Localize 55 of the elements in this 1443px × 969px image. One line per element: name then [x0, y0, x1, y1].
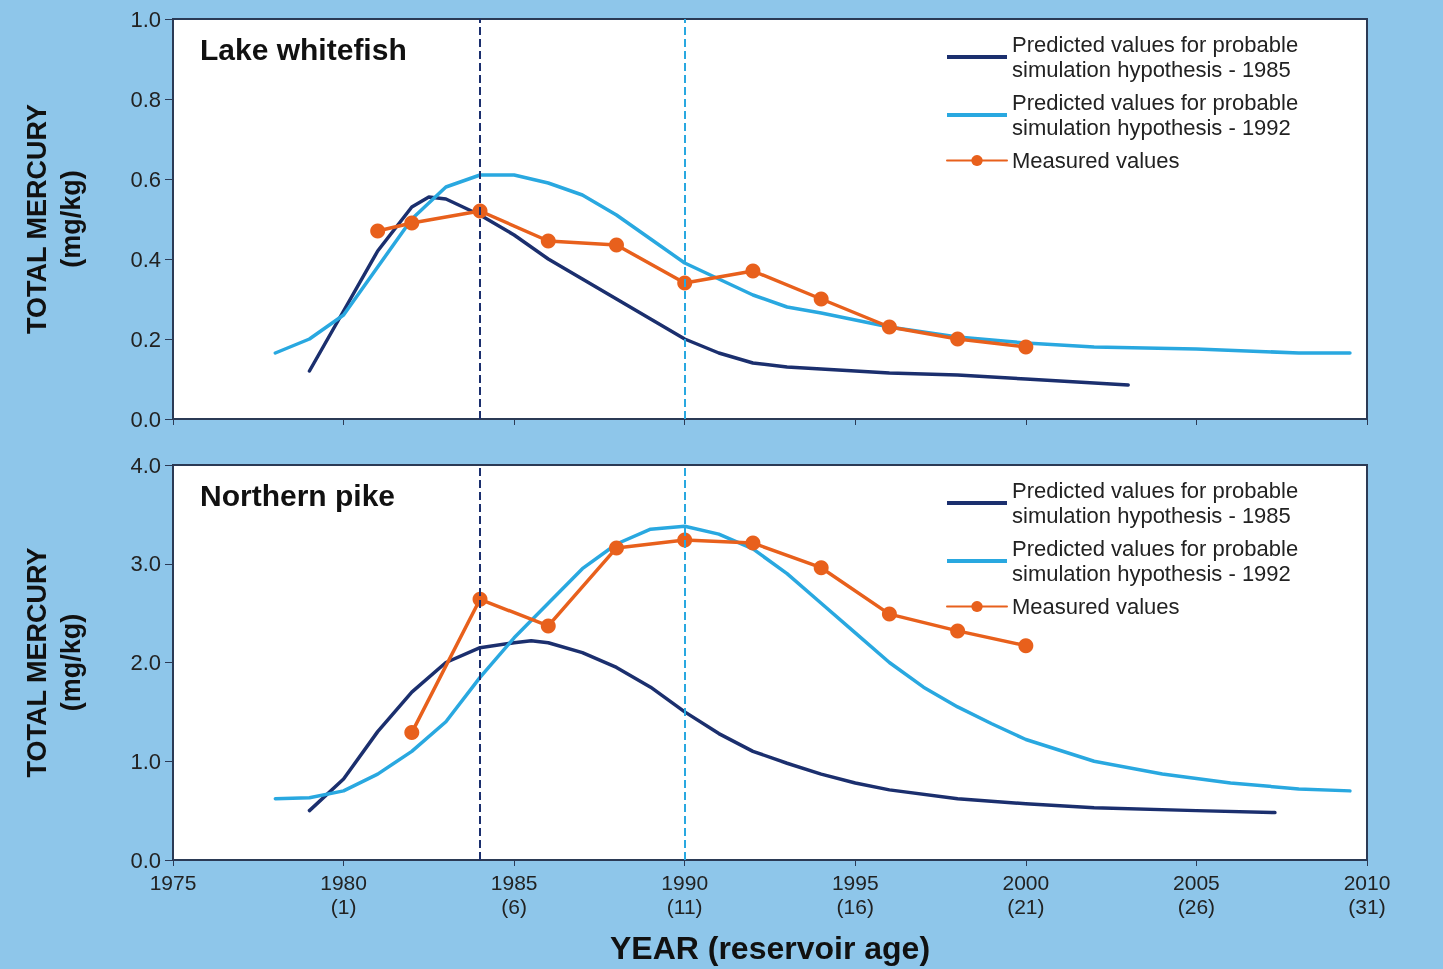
point [370, 223, 386, 239]
point [1018, 339, 1034, 355]
point [609, 540, 624, 556]
x2-tick-label: (21) [1007, 895, 1045, 918]
point [1018, 638, 1034, 654]
y-axis-title: TOTAL MERCURY (mg/kg) [22, 547, 86, 778]
point [404, 215, 420, 231]
y-tick-label: 1.0 [130, 6, 161, 32]
x2-tick-label: (6) [501, 895, 527, 918]
y-tick-label: 0.0 [130, 847, 161, 873]
legend-label: Predicted values for probable simulation hypothesis - 1985 [1012, 32, 1305, 82]
point [950, 331, 966, 347]
point [813, 560, 829, 576]
x-tick-label: 1985 [490, 871, 538, 894]
x2-tick-label: (16) [836, 895, 874, 918]
y-tick-label: 0.4 [130, 246, 161, 272]
chart-title: Lake whitefish [200, 32, 407, 66]
y-tick-label: 3.0 [130, 551, 161, 577]
x2-tick-label: (11) [666, 895, 703, 918]
chart-title: Northern pike [200, 478, 396, 512]
point [745, 535, 761, 551]
y-tick-label: 0.0 [130, 406, 161, 432]
legend-label: Predicted values for probable simulation hypothesis - 1992 [1012, 90, 1305, 140]
legend-label: Measured values [1012, 148, 1180, 173]
legend-label: Predicted values for probable simulation hypothesis - 1985 [1012, 478, 1305, 528]
x-tick-label: 2010 [1343, 871, 1391, 894]
point [881, 606, 897, 622]
y-tick-label: 0.8 [130, 86, 161, 112]
x-tick-label: 2000 [1002, 871, 1050, 894]
point [609, 237, 624, 253]
legend-label: Measured values [1012, 594, 1180, 619]
x-tick-label: 1995 [831, 871, 879, 894]
x2-tick-label: (26) [1177, 895, 1216, 918]
x-axis-title: YEAR (reservoir age) [609, 930, 931, 966]
y-tick-label: 4.0 [130, 452, 161, 478]
point [813, 291, 829, 307]
y-tick-label: 0.6 [130, 166, 161, 192]
point [745, 263, 761, 279]
x-tick-label: 1980 [320, 871, 367, 894]
x2-tick-label: (31) [1348, 895, 1386, 918]
point [950, 623, 966, 639]
point [404, 725, 420, 741]
point [881, 319, 897, 335]
x-tick-label: 2005 [1173, 871, 1220, 894]
x-tick-label: 1975 [149, 871, 197, 894]
legend-label: Predicted values for probable simulation hypothesis - 1992 [1012, 536, 1305, 586]
x2-tick-label: (1) [330, 895, 357, 918]
line-series [307, 195, 1130, 387]
y-axis-title: TOTAL MERCURY (mg/kg) [22, 103, 86, 335]
y-tick-label: 2.0 [130, 650, 161, 675]
point [540, 618, 556, 634]
y-tick-label: 0.2 [130, 326, 161, 352]
y-tick-label: 1.0 [130, 748, 161, 774]
x-tick-label: 1990 [661, 871, 709, 894]
point [540, 233, 556, 249]
